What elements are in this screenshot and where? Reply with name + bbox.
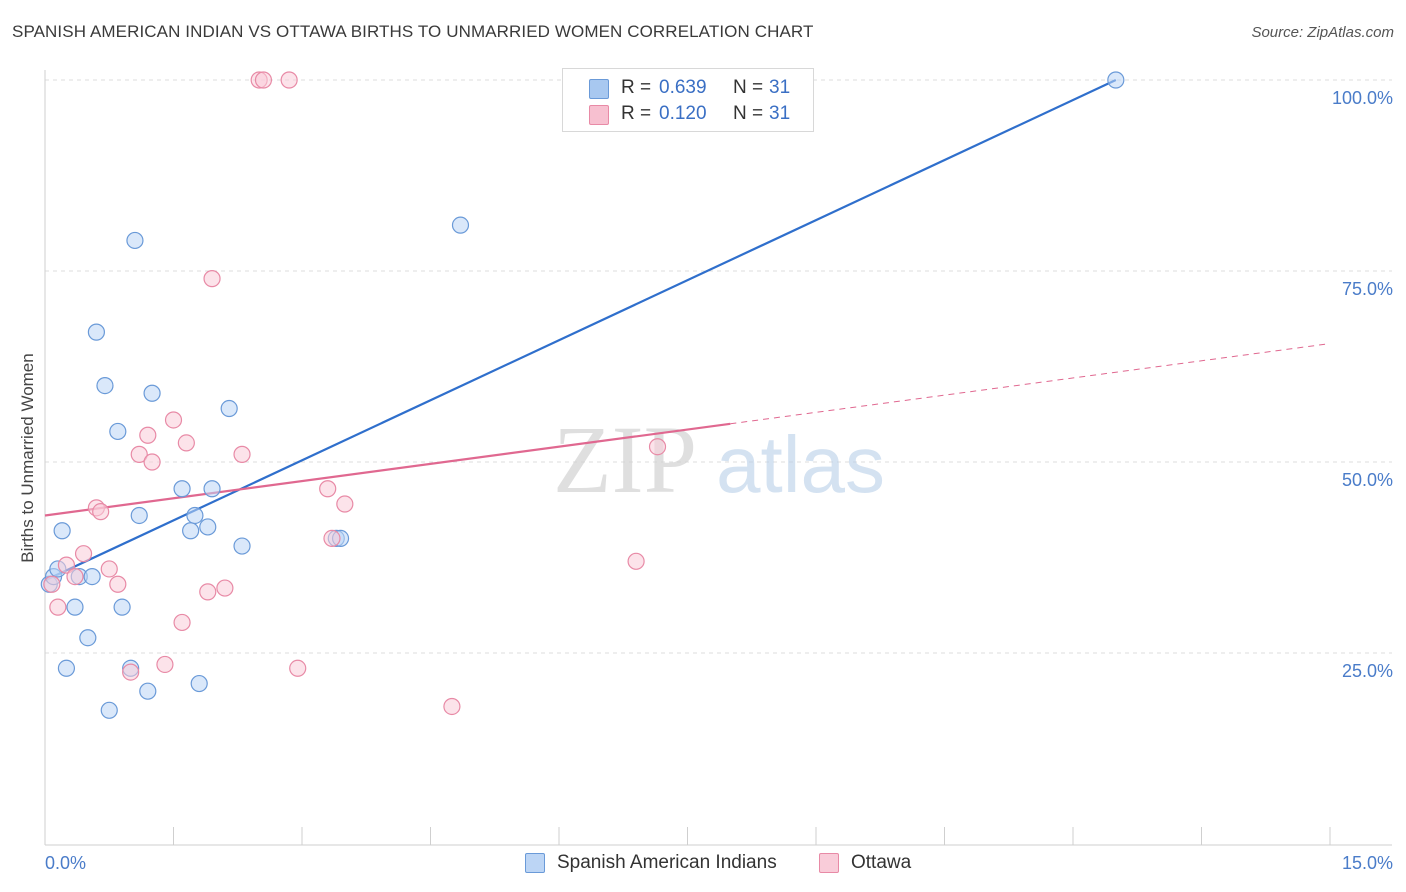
- point-spanish-american-indians: [66, 598, 84, 616]
- point-ottawa: [199, 583, 217, 601]
- point-ottawa: [648, 438, 667, 456]
- point-ottawa: [74, 545, 93, 563]
- point-spanish-american-indians: [233, 537, 251, 555]
- point-spanish-american-indians: [109, 422, 127, 441]
- point-ottawa: [100, 560, 118, 578]
- source-note: Source: ZipAtlas.com: [1251, 24, 1394, 41]
- point-spanish-american-indians: [199, 518, 217, 536]
- point-spanish-american-indians: [96, 377, 114, 395]
- point-ottawa: [156, 655, 174, 674]
- point-ottawa: [92, 503, 110, 521]
- point-spanish-american-indians: [113, 598, 131, 616]
- watermark-zip: ZIP: [553, 406, 697, 513]
- bottom-legend-swatch-blue: [525, 853, 545, 873]
- point-ottawa: [289, 659, 307, 677]
- trend-lines: [44, 79, 1331, 582]
- point-ottawa: [280, 71, 298, 89]
- y-axis-label: Births to Unmarried Women: [18, 353, 37, 562]
- trend-line-ottawa: [44, 422, 731, 517]
- axes: [44, 70, 1392, 846]
- point-ottawa: [57, 556, 76, 574]
- legend-r-value: 0.120: [659, 103, 707, 124]
- data-points: [40, 71, 1125, 719]
- point-spanish-american-indians: [203, 480, 221, 498]
- point-ottawa: [130, 445, 148, 463]
- point-spanish-american-indians: [451, 216, 470, 234]
- y-tick-label: 100.0%: [1332, 88, 1393, 108]
- point-ottawa: [43, 575, 61, 593]
- point-ottawa: [216, 579, 234, 597]
- legend-r-value: 0.639: [659, 77, 707, 98]
- point-spanish-american-indians: [57, 659, 76, 677]
- legend-n-label: N =: [733, 103, 764, 124]
- legend-n-value: 31: [769, 77, 791, 98]
- trend-line-ottawa-extension: [730, 343, 1331, 425]
- legend-n-value: 31: [769, 103, 791, 124]
- point-ottawa: [173, 613, 191, 632]
- point-ottawa: [336, 495, 354, 513]
- bottom-legend-swatch-pink: [819, 853, 839, 873]
- point-spanish-american-indians: [100, 701, 118, 719]
- point-ottawa: [139, 426, 157, 444]
- y-tick-label: 25.0%: [1342, 661, 1393, 681]
- legend-swatch-pink: [589, 105, 609, 125]
- watermark-atlas: atlas: [716, 420, 885, 509]
- point-ottawa: [627, 552, 645, 570]
- point-spanish-american-indians: [1107, 71, 1125, 89]
- chart-title: SPANISH AMERICAN INDIAN VS OTTAWA BIRTHS…: [12, 22, 814, 41]
- watermark: ZIP atlas: [553, 406, 885, 513]
- point-spanish-american-indians: [220, 399, 238, 418]
- point-spanish-american-indians: [139, 682, 157, 700]
- point-spanish-american-indians: [87, 323, 106, 341]
- point-ottawa: [164, 411, 183, 429]
- point-spanish-american-indians: [53, 522, 71, 540]
- point-ottawa: [49, 598, 67, 616]
- point-spanish-american-indians: [130, 506, 148, 525]
- x-tick-label: 15.0%: [1342, 853, 1393, 873]
- point-ottawa: [143, 453, 161, 471]
- point-ottawa: [254, 71, 273, 89]
- point-ottawa: [109, 575, 127, 593]
- tick-labels: 25.0% 50.0% 75.0% 100.0% 0.0% 15.0%: [45, 88, 1393, 873]
- point-ottawa: [323, 529, 341, 548]
- point-ottawa: [233, 445, 251, 463]
- correlation-legend: R = 0.639 N = 31 R = 0.120 N = 31: [562, 68, 814, 132]
- point-ottawa: [443, 697, 461, 716]
- legend-n-label: N =: [733, 77, 764, 98]
- point-spanish-american-indians: [182, 522, 200, 540]
- gridlines: [45, 79, 1392, 654]
- point-spanish-american-indians: [79, 629, 97, 647]
- point-spanish-american-indians: [143, 384, 161, 402]
- point-spanish-american-indians: [186, 506, 204, 525]
- legend-r-label: R =: [621, 77, 652, 98]
- point-spanish-american-indians: [83, 567, 101, 586]
- legend-r-label: R =: [621, 103, 652, 124]
- point-ottawa: [319, 480, 337, 498]
- legend-swatch-blue: [589, 79, 609, 99]
- point-spanish-american-indians: [190, 674, 208, 693]
- point-ottawa: [122, 663, 140, 681]
- point-ottawa: [177, 434, 195, 452]
- bottom-legend-label: Spanish American Indians: [557, 852, 777, 873]
- bottom-legend-label: Ottawa: [851, 852, 912, 873]
- point-spanish-american-indians: [173, 480, 191, 498]
- point-ottawa: [66, 567, 84, 586]
- y-tick-label: 75.0%: [1342, 279, 1393, 299]
- point-spanish-american-indians: [126, 231, 144, 250]
- x-tick-label: 0.0%: [45, 853, 86, 873]
- trend-line-spanish-american-indians: [44, 79, 1117, 582]
- y-tick-label: 50.0%: [1342, 470, 1393, 490]
- point-ottawa: [203, 270, 221, 288]
